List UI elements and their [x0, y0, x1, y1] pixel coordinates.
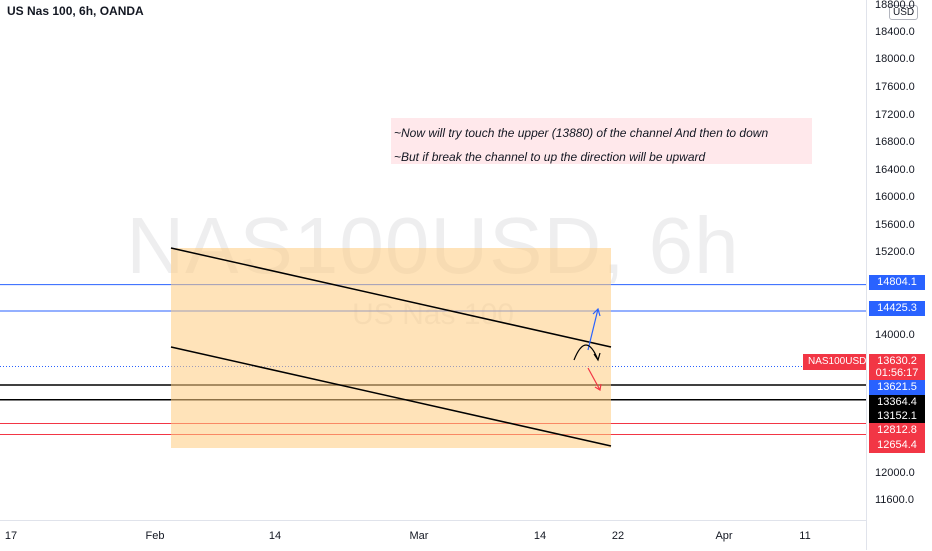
down-arrow-head — [594, 383, 602, 391]
touch-curve-arrow — [573, 344, 599, 361]
price-tick: 17600.0 — [875, 81, 915, 93]
price-tick: 16400.0 — [875, 164, 915, 176]
time-label: 11 — [799, 530, 811, 542]
price-tick: 17200.0 — [875, 109, 915, 121]
touch-arrow-head — [593, 352, 601, 362]
price-tick: 15200.0 — [875, 246, 915, 258]
price-tick: 14000.0 — [875, 329, 915, 341]
price-tick: 15600.0 — [875, 219, 915, 231]
time-label: Mar — [409, 530, 429, 542]
price-tag: 13364.4 — [869, 395, 925, 410]
price-tick: 12000.0 — [875, 467, 915, 479]
time-label: 14 — [268, 530, 282, 542]
countdown-tag: 01:56:17 — [869, 366, 925, 381]
price-tick: 18800.0 — [875, 0, 915, 11]
chart-title: US Nas 100, 6h, OANDA — [7, 4, 144, 18]
price-tag: 13621.5 — [869, 380, 925, 395]
time-label: Apr — [715, 530, 733, 542]
price-tag: 12812.8 — [869, 423, 925, 438]
price-tick: 16800.0 — [875, 136, 915, 148]
channel-upper-line[interactable] — [170, 247, 612, 348]
last-price-tag: 13630.2 — [869, 354, 925, 369]
price-tick: 18000.0 — [875, 53, 915, 65]
down-scenario-arrow — [587, 367, 601, 391]
price-chart[interactable] — [0, 0, 866, 520]
time-label: 22 — [611, 530, 625, 542]
channel-lower-line[interactable] — [170, 346, 612, 447]
price-tick: 16000.0 — [875, 191, 915, 203]
up-scenario-arrow — [587, 308, 599, 351]
price-tag: 12654.4 — [869, 438, 925, 453]
note-line-2: ~But if break the channel to up the dire… — [394, 150, 706, 164]
time-label: 14 — [533, 530, 547, 542]
channel-box — [171, 248, 611, 448]
time-label: 17 — [4, 530, 18, 542]
chart-area[interactable]: NAS100USD, 6h US Nas 100 US Nas 100, 6h,… — [0, 0, 866, 520]
analysis-note[interactable]: ~Now will try touch the upper (13880) of… — [391, 118, 812, 164]
symbol-price-tag: NAS100USD — [803, 354, 866, 370]
time-axis[interactable]: 17 Feb 14 Mar 14 22 Apr 11 — [0, 520, 866, 551]
up-arrow-head — [592, 307, 601, 317]
price-tag: 13152.1 — [869, 409, 925, 424]
time-label: Feb — [145, 530, 165, 542]
price-tick: 11600.0 — [875, 494, 914, 506]
price-tag: 14804.1 — [869, 275, 925, 290]
price-tick: 18400.0 — [875, 26, 915, 38]
price-axis[interactable]: USD 18800.0 18400.0 18000.0 17600.0 1720… — [866, 0, 932, 550]
price-tag: 14425.3 — [869, 301, 925, 316]
currency-button[interactable]: USD — [889, 5, 919, 20]
note-line-1: ~Now will try touch the upper (13880) of… — [394, 126, 769, 140]
